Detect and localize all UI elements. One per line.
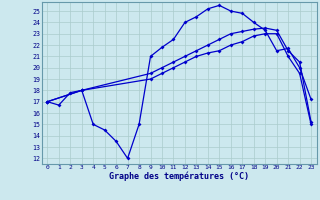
X-axis label: Graphe des températures (°C): Graphe des températures (°C) [109,172,249,181]
